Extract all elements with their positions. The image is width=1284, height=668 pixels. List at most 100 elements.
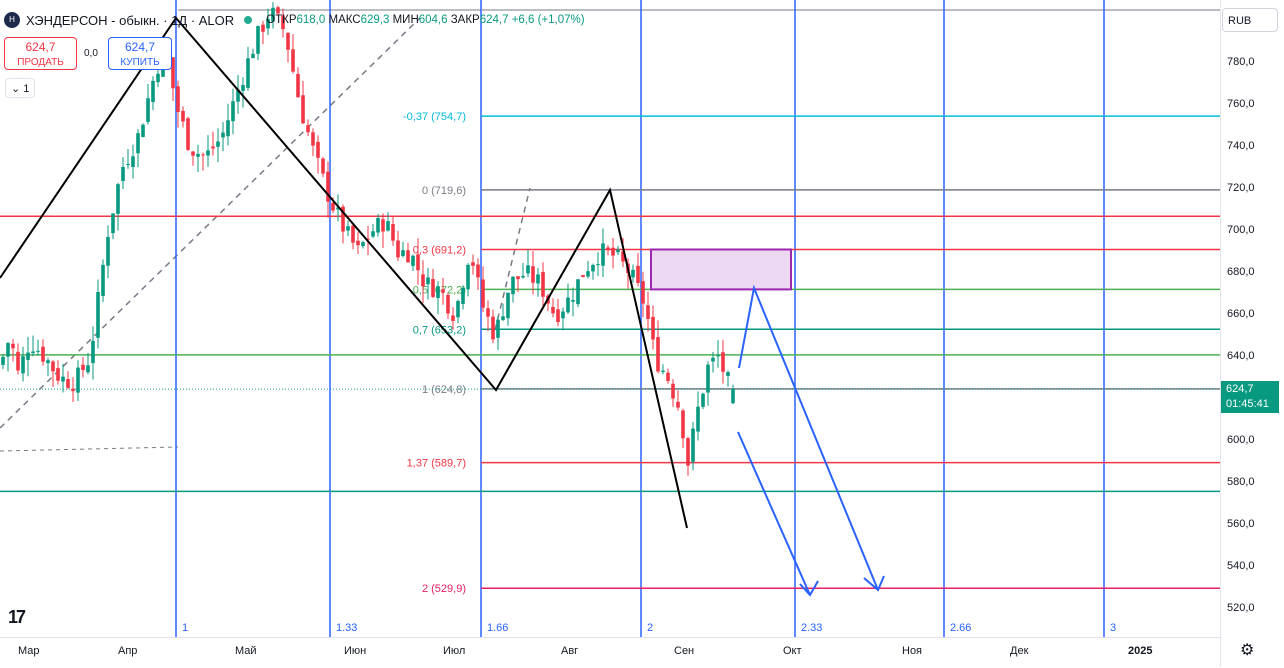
candle-body — [706, 364, 710, 393]
fib-level-label: 1 (624,8) — [422, 384, 466, 396]
currency-selector[interactable]: RUB — [1222, 8, 1278, 32]
candle-body — [21, 356, 25, 374]
candle-body — [536, 274, 540, 284]
market-status-icon — [244, 16, 253, 24]
candle-body — [86, 365, 90, 373]
buy-button[interactable]: 624,7 КУПИТЬ — [108, 37, 172, 70]
price-tick: 600,0 — [1227, 434, 1255, 446]
candle-body — [101, 264, 105, 297]
candle-body — [31, 351, 35, 354]
time-tick: 2025 — [1128, 645, 1153, 657]
candle-body — [621, 251, 625, 262]
time-tick: Ноя — [902, 645, 923, 657]
symbol-title[interactable]: ХЭНДЕРСОН - обыкн. · 1Д · ALOR — [26, 12, 235, 28]
candle-body — [316, 141, 320, 158]
price-tick: 680,0 — [1227, 266, 1255, 278]
chart-canvas[interactable]: 1 1.33 1.66 2 2.33 2.66 3 -0,37 (754,7) 0 (719,6… — [0, 0, 1220, 637]
candle-body — [226, 120, 230, 137]
fib-level-label: -0,37 (754,7) — [403, 111, 466, 123]
candle-body — [11, 343, 15, 349]
fib-time-label: 2.33 — [801, 622, 822, 634]
candle-body — [551, 306, 555, 314]
price-tick: 520,0 — [1227, 602, 1255, 614]
candle-body — [716, 355, 720, 357]
candle-body — [121, 166, 125, 182]
price-tick: 580,0 — [1227, 476, 1255, 488]
candle-body — [371, 231, 375, 237]
price-tick: 780,0 — [1227, 56, 1255, 68]
candle-body — [631, 269, 635, 278]
candle-body — [451, 315, 455, 321]
candle-body — [206, 150, 210, 156]
candle-body — [731, 389, 735, 404]
ohlc-values: ОТКР618,0 МАКС629,3 МИН604,6 ЗАКР624,7 +… — [266, 14, 585, 26]
candle-body — [526, 265, 530, 274]
candle-body — [531, 266, 535, 283]
candle-body — [51, 361, 55, 372]
candle-body — [61, 376, 65, 382]
candle-body — [211, 146, 215, 149]
price-chart[interactable]: 1 1.33 1.66 2 2.33 2.66 3 -0,37 (754,7) 0 (719,6… — [0, 0, 1220, 637]
candle-body — [406, 250, 410, 263]
time-tick: Мар — [18, 645, 40, 657]
sell-price: 624,7 — [25, 40, 56, 54]
candle-body — [411, 255, 415, 266]
candle-body — [306, 125, 310, 133]
candle-body — [671, 383, 675, 399]
candle-body — [351, 225, 355, 243]
candle-body — [76, 367, 80, 393]
candle-body — [376, 217, 380, 233]
candle-body — [646, 305, 650, 319]
buy-label: КУПИТЬ — [120, 57, 160, 68]
candle-body — [136, 133, 140, 154]
candle-body — [106, 236, 110, 266]
candle-body — [356, 240, 360, 246]
collapse-indicators-button[interactable]: ⌄ 1 — [5, 78, 35, 98]
dashed-trendline — [0, 17, 421, 429]
price-tick: 540,0 — [1227, 560, 1255, 572]
forecast-path — [738, 284, 879, 591]
fib-level-label: 1,37 (589,7) — [407, 458, 466, 470]
candle-body — [271, 7, 275, 22]
candle-body — [301, 95, 305, 124]
price-tick: 660,0 — [1227, 308, 1255, 320]
tradingview-logo-icon[interactable]: 17 — [8, 607, 26, 627]
candle-body — [341, 206, 345, 232]
candle-body — [131, 156, 135, 167]
candle-body — [26, 352, 30, 360]
last-price-tag: 624,7 01:45:41 — [1221, 381, 1279, 413]
time-tick: Авг — [561, 645, 579, 657]
symbol-header: H ХЭНДЕРСОН - обыкн. · 1Д · ALOR ОТКР618… — [4, 12, 585, 28]
candle-body — [56, 368, 60, 381]
candle-body — [431, 279, 435, 297]
price-tick: 740,0 — [1227, 140, 1255, 152]
gear-icon[interactable]: ⚙ — [1240, 642, 1255, 659]
candle-body — [586, 271, 590, 277]
candle-body — [501, 316, 505, 321]
candle-body — [566, 297, 570, 313]
candle-body — [111, 213, 115, 234]
candle-body — [91, 340, 95, 364]
arrow-head-icon — [863, 575, 885, 592]
candle-body — [591, 265, 595, 272]
candle-body — [541, 271, 545, 297]
candle-body — [71, 388, 75, 392]
fib-time-label: 3 — [1110, 622, 1116, 634]
time-axis[interactable]: Мар Апр Май Июн Июл Авг Сен Окт Ноя Дек 2025 — [0, 637, 1220, 668]
sell-button[interactable]: 624,7 ПРОДАТЬ — [4, 37, 77, 70]
candle-body — [561, 311, 565, 319]
candle-body — [401, 250, 405, 257]
time-tick: Май — [235, 645, 257, 657]
candle-body — [291, 49, 295, 72]
price-tick: 720,0 — [1227, 182, 1255, 194]
candle-body — [676, 401, 680, 408]
sell-label: ПРОДАТЬ — [17, 57, 64, 68]
indicator-count: 1 — [23, 83, 30, 95]
candle-body — [576, 279, 580, 305]
candle-body — [651, 316, 655, 340]
price-axis[interactable]: 780,0 760,0 740,0 720,0 700,0 680,0 660,0 640,0… — [1220, 0, 1284, 667]
time-tick: Июл — [443, 645, 466, 657]
candle-body — [331, 202, 335, 211]
candle-body — [616, 249, 620, 253]
candle-body — [381, 219, 385, 232]
